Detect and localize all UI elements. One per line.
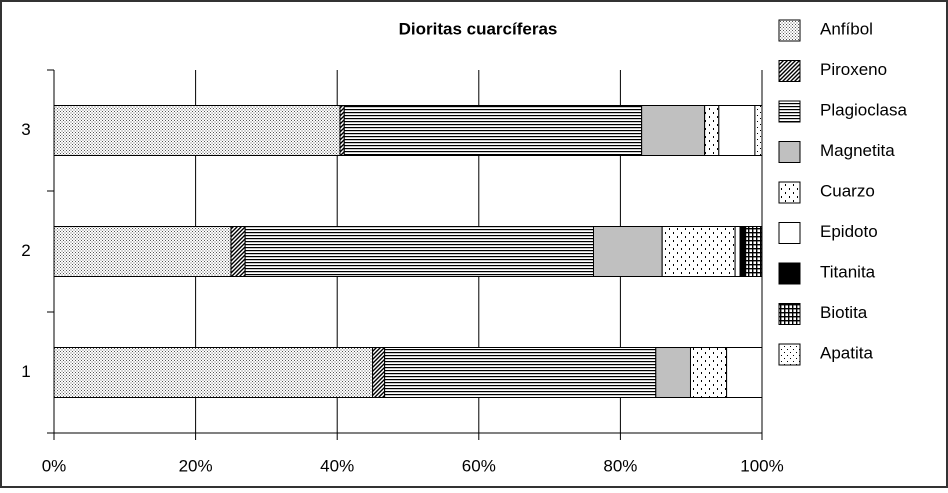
- bar-segment: [734, 226, 741, 277]
- legend-label: Magnetita: [820, 141, 895, 160]
- bar-segment: [641, 105, 706, 156]
- chart-title: Dioritas cuarcíferas: [399, 19, 558, 38]
- bar-segment: [661, 226, 736, 277]
- bar-segment: [745, 226, 763, 277]
- bar-segment: [655, 347, 691, 398]
- legend-swatch: [778, 343, 801, 366]
- y-tick-label: 1: [21, 362, 30, 381]
- bar-segment: [754, 105, 763, 156]
- legend-swatch: [778, 19, 801, 42]
- legend-label: Plagioclasa: [820, 100, 907, 119]
- bar-segment: [689, 347, 728, 398]
- legend-label: Titanita: [820, 262, 876, 281]
- bar-segment: [230, 226, 246, 277]
- legend-label: Piroxeno: [820, 60, 887, 79]
- legend-swatch: [778, 141, 801, 163]
- x-tick-label: 80%: [603, 456, 637, 475]
- x-tick-label: 40%: [320, 456, 354, 475]
- bar-segment: [592, 226, 663, 277]
- legend-swatch: [778, 303, 801, 325]
- bar-segment: [704, 105, 720, 156]
- legend-swatch: [778, 100, 801, 123]
- legend-label: Anfíbol: [820, 19, 873, 38]
- bar-segment: [53, 105, 341, 156]
- y-tick-label: 3: [21, 120, 30, 139]
- legend-label: Epidoto: [820, 222, 878, 241]
- legend-swatch: [778, 60, 801, 82]
- x-tick-label: 60%: [462, 456, 496, 475]
- bar-segment: [718, 105, 756, 156]
- bar-segment: [739, 226, 747, 277]
- bar-segment: [53, 347, 374, 398]
- legend-label: Biotita: [820, 303, 868, 322]
- bar-segment: [339, 105, 345, 156]
- legend-label: Cuarzo: [820, 181, 875, 200]
- bar-segment: [384, 347, 657, 398]
- legend-label: Apatita: [820, 343, 873, 362]
- legend-swatch: [778, 222, 801, 244]
- bar-segment: [343, 105, 643, 156]
- x-tick-label: 100%: [740, 456, 783, 475]
- legend-swatch: [778, 181, 801, 204]
- bar-segment: [726, 347, 763, 398]
- bar-segment: [53, 226, 232, 277]
- x-tick-label: 20%: [179, 456, 213, 475]
- y-tick-label: 2: [21, 241, 30, 260]
- x-tick-label: 0%: [42, 456, 67, 475]
- bar-segment: [244, 226, 594, 277]
- bar-segment: [372, 347, 386, 398]
- legend-swatch: [778, 262, 801, 285]
